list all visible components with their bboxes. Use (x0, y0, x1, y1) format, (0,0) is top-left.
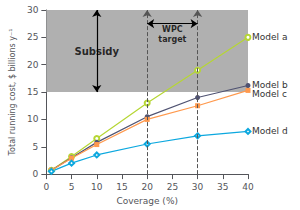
svg-text:25: 25 (167, 182, 178, 192)
svg-text:Model b: Model b (252, 80, 288, 91)
svg-text:20: 20 (27, 60, 39, 70)
svg-text:5: 5 (33, 142, 39, 152)
svg-text:35: 35 (217, 182, 228, 192)
svg-text:20: 20 (141, 182, 153, 192)
svg-text:target: target (158, 35, 186, 44)
svg-text:0: 0 (33, 169, 39, 179)
svg-text:25: 25 (27, 32, 38, 42)
svg-text:30: 30 (192, 182, 204, 192)
svg-text:15: 15 (116, 182, 127, 192)
svg-text:Model a: Model a (252, 32, 287, 42)
svg-text:30: 30 (27, 5, 39, 15)
svg-text:15: 15 (27, 87, 38, 97)
svg-text:Model d: Model d (252, 126, 288, 136)
svg-text:Subsidy: Subsidy (74, 46, 119, 57)
svg-text:40: 40 (242, 182, 254, 192)
svg-text:10: 10 (91, 182, 103, 192)
svg-text:5: 5 (69, 182, 75, 192)
svg-text:Model c: Model c (252, 89, 287, 99)
svg-text:Coverage (%): Coverage (%) (116, 196, 178, 206)
svg-text:0: 0 (43, 182, 49, 192)
svg-text:WPC: WPC (162, 25, 183, 34)
svg-text:10: 10 (27, 114, 39, 124)
svg-text:Total running cost, $ billions: Total running cost, $ billions y⁻¹ (8, 29, 17, 157)
